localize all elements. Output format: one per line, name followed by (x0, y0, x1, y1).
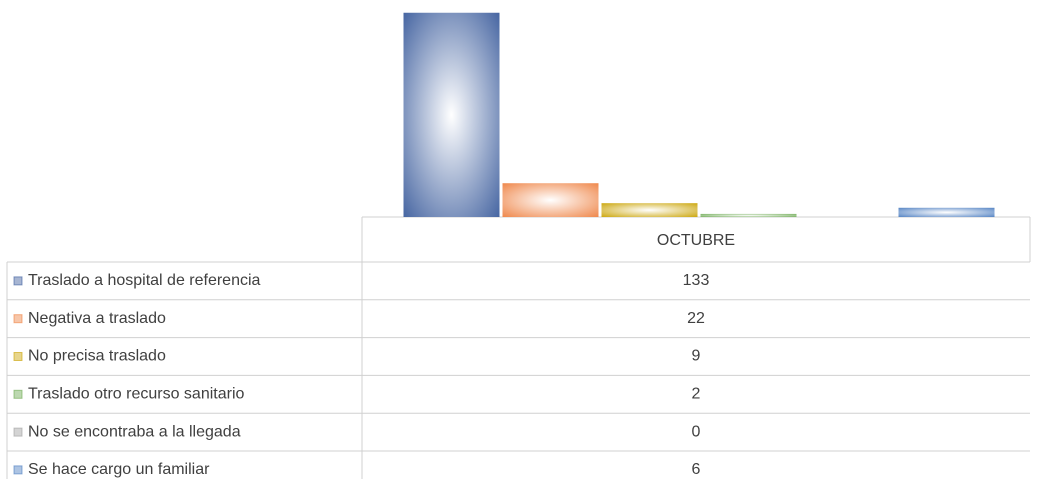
legend-label: Traslado otro recurso sanitario (28, 386, 244, 403)
legend-key (13, 314, 23, 324)
bar (403, 12, 500, 217)
legend-key (13, 389, 23, 399)
legend-key (13, 465, 23, 475)
bar (601, 203, 698, 217)
legend-key (13, 352, 23, 361)
legend-label: Negativa a traslado (28, 310, 166, 327)
legend-label: No precisa traslado (28, 348, 166, 365)
table-value: 0 (692, 423, 701, 440)
legend-label: No se encontraba a la llegada (28, 423, 241, 440)
category-label: OCTUBRE (657, 232, 735, 249)
table-value: 6 (692, 461, 701, 478)
legend-label: Se hace cargo un familiar (28, 461, 210, 478)
legend-label: Traslado a hospital de referencia (28, 272, 261, 289)
table-value: 2 (692, 386, 701, 403)
bar (700, 213, 797, 217)
table-value: 133 (683, 272, 710, 289)
legend-key (13, 427, 23, 437)
table-value: 9 (692, 348, 701, 365)
table-value: 22 (687, 310, 705, 327)
bar (502, 183, 599, 217)
legend-key (13, 276, 23, 286)
bar (898, 207, 995, 217)
